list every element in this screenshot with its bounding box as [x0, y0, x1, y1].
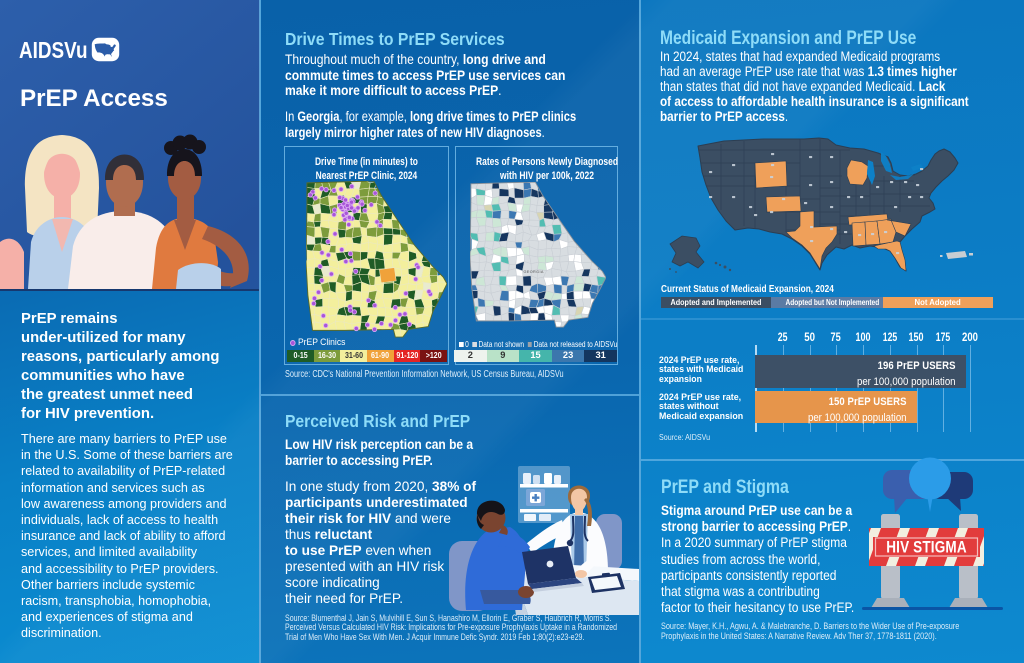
svg-text:GEORGIA: GEORGIA — [523, 270, 543, 274]
svg-text:HIV STIGMA: HIV STIGMA — [886, 538, 967, 557]
